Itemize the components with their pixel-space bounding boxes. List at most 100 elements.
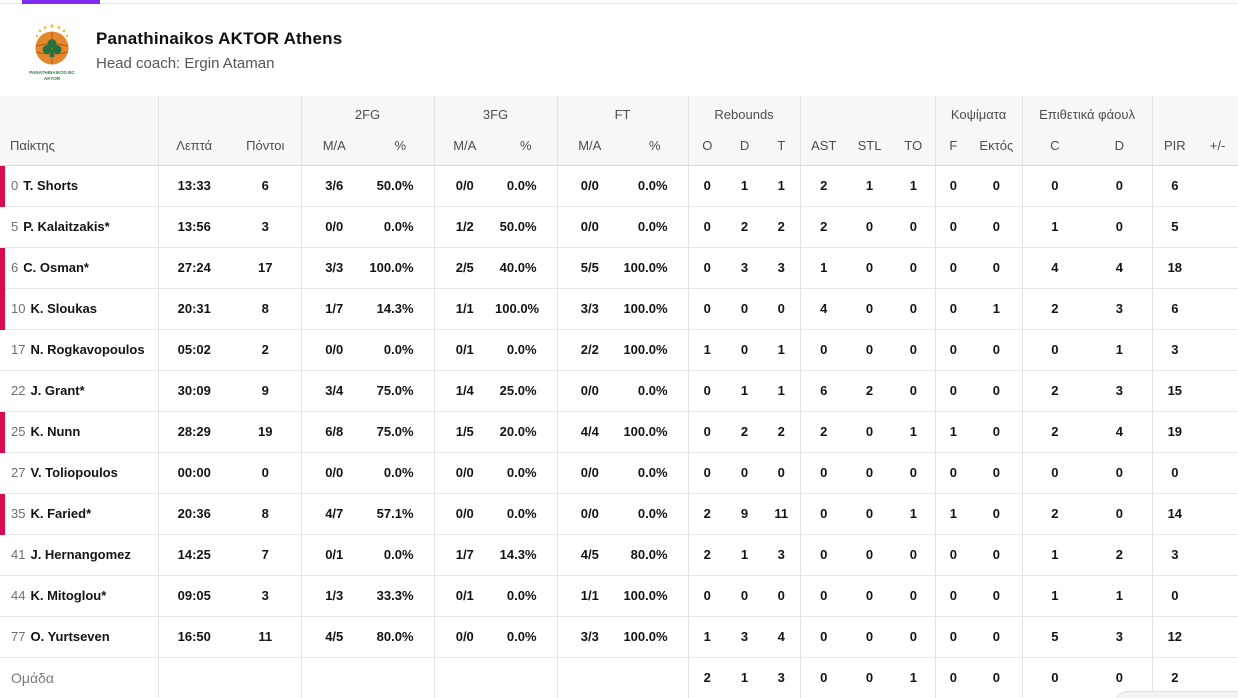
stat-cell: 1 — [892, 493, 936, 535]
player-link[interactable]: V. Toliopoulos — [30, 465, 118, 480]
column-header: % — [495, 126, 558, 165]
stat-cell: 0.0% — [622, 165, 689, 207]
stat-cell: 0 — [971, 247, 1023, 289]
stat-cell: 0 — [892, 247, 936, 289]
stat-cell: 0 — [799, 534, 848, 576]
jersey-number: 22 — [11, 383, 26, 398]
stat-cell: 00:00 — [157, 452, 230, 494]
player-link[interactable]: K. Mitoglou* — [30, 588, 107, 603]
stat-cell: 2 — [1021, 288, 1088, 330]
player-link[interactable]: N. Rogkavopoulos — [30, 342, 145, 357]
stat-cell: 0 — [971, 411, 1023, 453]
team-name: Panathinaikos AKTOR Athens — [96, 29, 343, 48]
jersey-number: 0 — [11, 178, 19, 193]
stat-cell: 100.0% — [495, 288, 558, 330]
column-header: TO — [892, 126, 936, 165]
stat-cell: 2 — [687, 493, 727, 535]
stat-cell: 0 — [1151, 575, 1198, 617]
stat-cell: 0 — [847, 575, 893, 617]
stat-cell: 4 — [1087, 247, 1153, 289]
stat-cell: 0.0% — [495, 329, 558, 371]
stat-cell: 0.0% — [622, 493, 689, 535]
stat-cell: 2/2 — [556, 329, 623, 371]
stat-cell: 100.0% — [622, 329, 689, 371]
stat-cell: 100.0% — [367, 247, 435, 289]
box-score-table: 2FG 3FG FT Rebounds Κοψίματα Επιθετικά φάουλ Π… — [0, 96, 1238, 698]
player-cell: 77 O. Yurtseven — [0, 616, 158, 658]
stat-cell: 3 — [1087, 616, 1153, 658]
player-row: 35 K. Faried* 20:36 8 4/7 57.1% 0/0 0.0% 0/0 0.0%… — [0, 493, 1238, 535]
stat-cell: 100.0% — [622, 616, 689, 658]
player-link[interactable]: T. Shorts — [23, 178, 79, 193]
jersey-number: 10 — [11, 301, 26, 316]
stat-cell: 0.0% — [495, 616, 558, 658]
stat-cell: 30:09 — [157, 370, 230, 412]
player-link[interactable]: K. Faried* — [30, 506, 92, 521]
jersey-number: 35 — [11, 506, 26, 521]
stat-cell: 1 — [934, 411, 972, 453]
stat-cell: 0.0% — [495, 493, 558, 535]
stat-cell: 4/7 — [300, 493, 367, 535]
player-cell: 27 V. Toliopoulos — [0, 452, 158, 494]
stat-cell: 4 — [1021, 247, 1088, 289]
player-cell: 0 T. Shorts — [0, 165, 158, 207]
player-row: 22 J. Grant* 30:09 9 3/4 75.0% 1/4 25.0% 0/0 0.0%… — [0, 370, 1238, 412]
stat-cell: 18 — [1151, 247, 1198, 289]
stat-cell: 100.0% — [622, 411, 689, 453]
stat-cell: 1 — [763, 165, 801, 207]
stat-cell: 16:50 — [157, 616, 230, 658]
stat-cell: 80.0% — [622, 534, 689, 576]
stat-cell: 0/0 — [433, 452, 496, 494]
stat-cell: 1 — [934, 493, 972, 535]
stat-cell — [622, 657, 689, 698]
player-link[interactable]: P. Kalaitzakis* — [23, 219, 110, 234]
player-link[interactable]: K. Sloukas — [30, 301, 97, 316]
stat-cell: 2 — [687, 657, 727, 698]
player-row: 6 C. Osman* 27:24 17 3/3 100.0% 2/5 40.0% 5/5 100… — [0, 247, 1238, 289]
stat-cell: 0 — [799, 329, 848, 371]
stat-cell: 3 — [1151, 534, 1198, 576]
stat-cell: 25.0% — [495, 370, 558, 412]
column-header: AST — [799, 126, 848, 165]
stat-cell: 0 — [1021, 329, 1088, 371]
stat-cell: 1/3 — [300, 575, 367, 617]
stat-cell: 0.0% — [495, 575, 558, 617]
stat-cell: 0/0 — [433, 493, 496, 535]
stat-cell: 0/0 — [556, 493, 623, 535]
stat-cell: 20:31 — [157, 288, 230, 330]
stat-cell: 1 — [687, 329, 727, 371]
active-tab-indicator[interactable] — [22, 0, 100, 4]
stat-cell: 1 — [892, 657, 936, 698]
stat-cell: 0 — [971, 452, 1023, 494]
stat-cell: 7 — [230, 534, 301, 576]
player-link[interactable]: J. Hernangomez — [30, 547, 131, 562]
stat-cell: 4/5 — [300, 616, 367, 658]
player-link[interactable]: K. Nunn — [30, 424, 81, 439]
stat-cell: 5/5 — [556, 247, 623, 289]
jersey-number: 44 — [11, 588, 26, 603]
stat-cell — [1197, 534, 1238, 576]
stat-cell — [1197, 329, 1238, 371]
column-header: Παίκτης — [0, 126, 158, 165]
stat-cell: 6 — [1151, 165, 1198, 207]
player-link[interactable]: C. Osman* — [23, 260, 89, 275]
stat-cell: 1 — [1021, 206, 1088, 248]
stat-cell: 50.0% — [495, 206, 558, 248]
stat-cell: 0 — [726, 288, 764, 330]
stat-cell: 9 — [230, 370, 301, 412]
stat-cell: 28:29 — [157, 411, 230, 453]
jersey-number: 77 — [11, 629, 26, 644]
stat-cell — [433, 657, 496, 698]
player-link[interactable]: O. Yurtseven — [30, 629, 110, 644]
stat-cell — [1197, 247, 1238, 289]
on-court-indicator — [0, 165, 5, 207]
column-header: T — [763, 126, 801, 165]
stat-cell: 6 — [799, 370, 848, 412]
on-court-indicator — [0, 288, 5, 330]
player-cell: 44 K. Mitoglou* — [0, 575, 158, 617]
stat-cell: 0/0 — [433, 165, 496, 207]
player-link[interactable]: J. Grant* — [30, 383, 85, 398]
stat-cell: 0/0 — [556, 165, 623, 207]
stat-cell: 1 — [971, 288, 1023, 330]
stat-cell: 0/0 — [300, 206, 367, 248]
